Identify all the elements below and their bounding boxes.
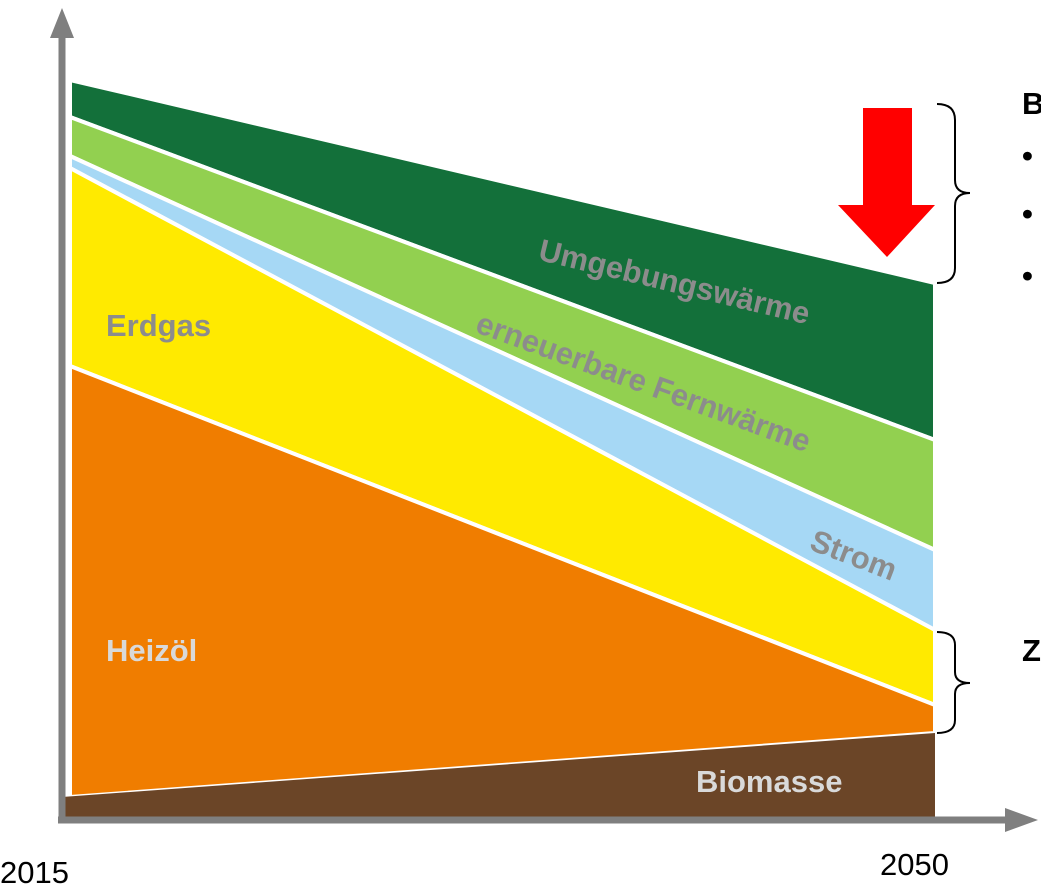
brace-top bbox=[936, 103, 971, 284]
axes bbox=[50, 8, 1038, 832]
bullet: • bbox=[1022, 138, 1033, 173]
bullet: • bbox=[1022, 258, 1033, 293]
label-erdgas: Erdgas bbox=[106, 308, 211, 343]
year-end: 2050 bbox=[880, 847, 949, 882]
x-axis-arrow bbox=[1005, 808, 1038, 832]
side-heading: B bbox=[1022, 86, 1041, 121]
year-start: 2015 bbox=[0, 855, 69, 890]
brace-bottom bbox=[936, 631, 971, 734]
red-arrow bbox=[838, 108, 935, 257]
bullet: • bbox=[1022, 196, 1033, 231]
y-axis-arrow bbox=[50, 8, 74, 38]
side-heading: Z bbox=[1022, 633, 1041, 668]
areas bbox=[62, 78, 937, 818]
label-biomasse: Biomasse bbox=[696, 764, 842, 799]
area-biomasse bbox=[62, 733, 935, 818]
label-heizoel: Heizöl bbox=[106, 633, 197, 668]
